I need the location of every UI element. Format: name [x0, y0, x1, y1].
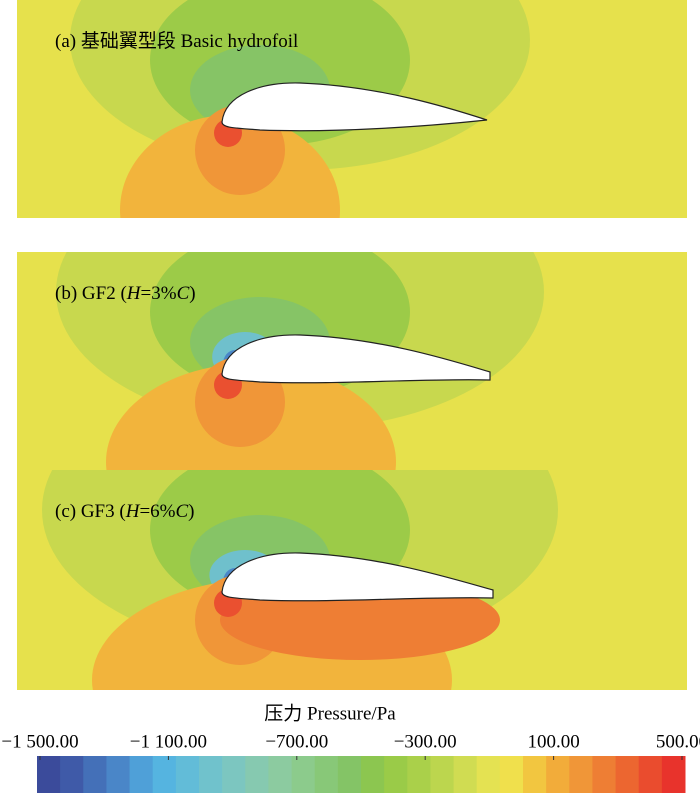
colorbar-segment — [361, 756, 385, 793]
colorbar-segment — [268, 756, 293, 793]
label-part: (c) GF3 ( — [55, 501, 126, 522]
colorbar-segment — [106, 756, 131, 793]
colorbar-segment — [83, 756, 107, 793]
colorbar-segment — [384, 756, 408, 793]
hydrofoil — [221, 552, 494, 602]
label-part: (a) 基础翼型段 Basic hydrofoil — [55, 30, 298, 52]
colorbar-segment — [661, 756, 686, 793]
colorbar-segment — [37, 756, 61, 793]
colorbar: −1 500.00 −1 100.00 −700.00 −300.00 100.00 50… — [1, 731, 700, 793]
label-part: C — [177, 283, 190, 304]
colorbar-tick-label: −1 100.00 — [130, 731, 207, 752]
label-part: =3% — [141, 283, 177, 304]
colorbar-segment — [430, 756, 455, 793]
colorbar-segment — [546, 756, 570, 793]
label-part: (b) GF2 ( — [55, 283, 127, 304]
colorbar-segment — [222, 756, 246, 793]
colorbar-segment — [60, 756, 84, 793]
hydrofoil — [221, 82, 488, 132]
label-part: H — [126, 283, 142, 304]
colorbar-segment — [245, 756, 269, 793]
contour-panel — [17, 0, 687, 218]
label-part: =6% — [139, 501, 175, 522]
colorbar-title: 压力 Pressure/Pa — [264, 702, 396, 724]
label-part: C — [175, 501, 188, 522]
hydrofoil — [221, 334, 491, 384]
colorbar-tick-label: −300.00 — [394, 731, 457, 752]
panels: (a) 基础翼型段 Basic hydrofoil(b) GF2 (H=3%C)… — [17, 0, 687, 690]
colorbar-segment — [453, 756, 478, 793]
label-part: ) — [188, 501, 194, 522]
panel-label: (b) GF2 (H=3%C) — [55, 283, 196, 304]
colorbar-segment — [291, 756, 316, 793]
colorbar-segment — [152, 756, 177, 793]
panel-label: (a) 基础翼型段 Basic hydrofoil — [55, 30, 298, 52]
colorbar-segment — [615, 756, 640, 793]
colorbar-tick-label: 500.00 — [656, 731, 700, 752]
panel-label: (c) GF3 (H=6%C) — [55, 501, 195, 522]
colorbar-segment — [476, 756, 501, 793]
label-part: H — [125, 501, 141, 522]
colorbar-segment — [199, 756, 223, 793]
colorbar-tick-label: −1 500.00 — [1, 731, 78, 752]
colorbar-segment — [407, 756, 431, 793]
colorbar-segment — [499, 756, 524, 793]
colorbar-segment — [569, 756, 593, 793]
colorbar-segment — [175, 756, 200, 793]
label-part: ) — [189, 283, 195, 304]
colorbar-segment — [638, 756, 663, 793]
colorbar-tick-label: 100.00 — [527, 731, 579, 752]
contour-panel — [17, 252, 687, 470]
colorbar-segment — [592, 756, 617, 793]
colorbar-segment — [337, 756, 362, 793]
contour-panel — [17, 470, 687, 690]
colorbar-segment — [523, 756, 547, 793]
colorbar-segment — [129, 756, 154, 793]
colorbar-segment — [314, 756, 339, 793]
colorbar-tick-label: −700.00 — [265, 731, 328, 752]
